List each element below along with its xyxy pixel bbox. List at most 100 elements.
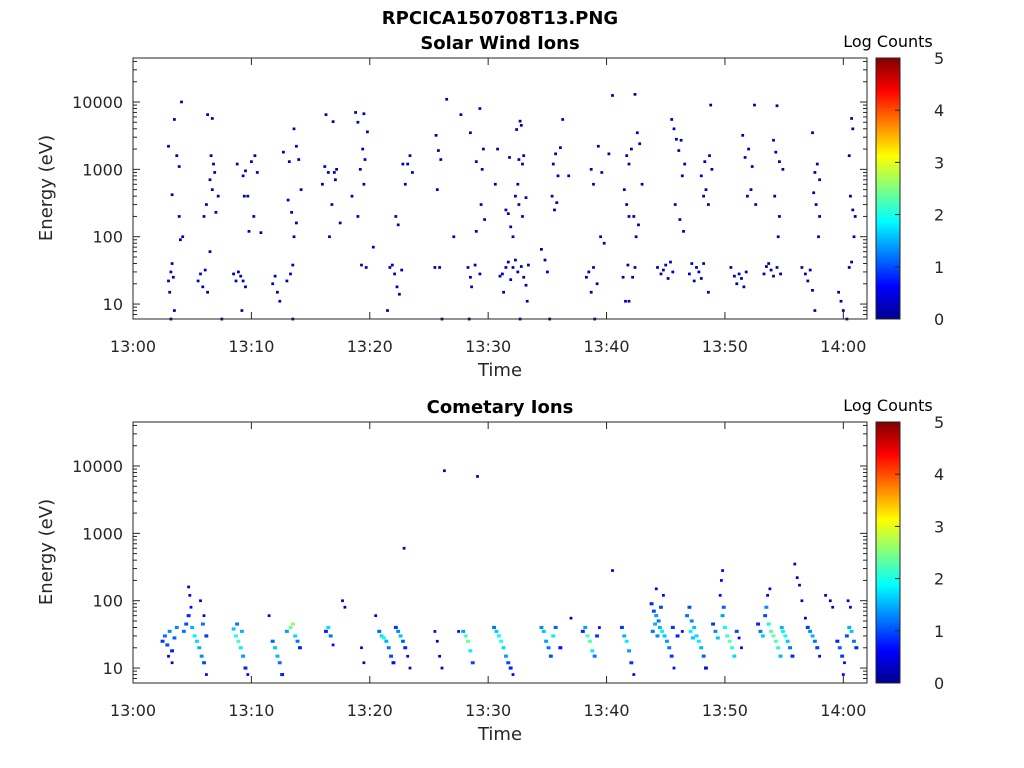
data-cell — [635, 131, 639, 135]
data-cell — [180, 100, 183, 104]
data-cell — [459, 113, 463, 116]
data-cell — [235, 622, 240, 626]
data-cell — [653, 622, 657, 626]
data-cell — [550, 194, 554, 198]
x-tick-label: 13:40 — [583, 337, 629, 356]
data-cell — [433, 266, 437, 269]
data-cell — [847, 625, 852, 629]
data-cell — [515, 128, 518, 131]
data-cell — [331, 120, 335, 123]
data-cell — [667, 646, 672, 650]
data-cell — [334, 178, 337, 182]
data-cell — [818, 654, 821, 658]
data-cell — [692, 625, 697, 629]
data-cell — [292, 235, 296, 239]
data-cell — [202, 215, 206, 218]
data-cell — [771, 634, 776, 638]
data-cell — [589, 290, 593, 294]
data-cell — [196, 279, 200, 283]
data-cell — [181, 629, 186, 633]
data-cell — [629, 661, 634, 665]
data-cell — [815, 646, 820, 650]
data-cell — [654, 614, 659, 618]
data-cell — [688, 272, 691, 276]
data-cell — [746, 194, 749, 198]
data-cell — [640, 182, 644, 186]
data-cell — [324, 113, 328, 116]
data-cell — [474, 160, 478, 163]
data-cell — [710, 168, 714, 171]
data-cell — [406, 654, 410, 658]
colorbar-ticks-cometary: 0 1 2 3 4 5 — [895, 413, 944, 693]
data-cell — [680, 174, 684, 178]
figure-title: RPCICA150708T13.PNG — [382, 8, 618, 29]
data-cell — [247, 230, 251, 233]
data-cell — [293, 634, 298, 638]
x-tick-label: 13:30 — [465, 337, 511, 356]
data-cell — [812, 191, 816, 195]
data-cell — [772, 138, 775, 142]
data-cell — [543, 258, 547, 262]
data-cell — [660, 629, 665, 633]
data-cell — [701, 654, 706, 658]
data-cell — [611, 569, 614, 572]
data-cell — [508, 666, 513, 670]
data-cell — [466, 639, 470, 643]
data-cell — [516, 270, 520, 274]
data-cell — [509, 225, 513, 229]
data-cell — [849, 629, 854, 633]
data-cell — [673, 203, 677, 206]
data-cell — [620, 625, 624, 629]
data-cell — [509, 278, 513, 281]
data-cell — [559, 146, 562, 149]
data-cell — [522, 154, 526, 157]
colorbar-tick-label: 2 — [934, 206, 944, 225]
data-cell — [778, 160, 781, 163]
data-cell — [790, 654, 795, 658]
data-cell — [324, 629, 328, 633]
data-cell — [841, 309, 845, 312]
data-cell — [756, 622, 760, 626]
ylabel-solar-wind: Energy (eV) — [36, 135, 57, 241]
data-cell — [541, 629, 546, 633]
colorbar-tick-label: 2 — [934, 570, 944, 589]
data-cell — [808, 268, 812, 272]
data-cell — [654, 587, 658, 591]
data-cell — [649, 602, 654, 606]
data-cell — [632, 673, 636, 676]
x-tick-label: 13:40 — [583, 701, 629, 720]
data-cell — [398, 634, 403, 638]
data-cell — [241, 279, 245, 283]
data-cell — [656, 266, 659, 269]
data-cell — [813, 309, 817, 312]
data-cell — [524, 283, 528, 287]
data-cell — [174, 625, 179, 629]
data-cell — [813, 171, 817, 174]
data-cell — [831, 605, 835, 609]
data-cell — [599, 235, 602, 239]
data-cell — [753, 103, 756, 107]
data-cell — [583, 625, 588, 629]
data-cell — [580, 629, 585, 633]
xlabel-cometary: Time — [477, 724, 522, 745]
data-cell — [514, 258, 517, 262]
data-cell — [778, 215, 781, 218]
x-tick-label: 13:50 — [702, 337, 748, 356]
data-cell — [354, 111, 357, 114]
data-cell — [781, 168, 785, 171]
ylabel-cometary: Energy (eV) — [36, 499, 57, 605]
data-cell — [231, 627, 236, 631]
data-cell — [818, 215, 821, 218]
data-cell — [847, 154, 851, 157]
data-cell — [187, 585, 190, 589]
data-cell — [232, 272, 235, 276]
data-cell — [167, 654, 170, 658]
data-cell — [540, 248, 543, 251]
data-cell — [499, 639, 504, 643]
data-cell — [611, 94, 614, 97]
data-cell — [682, 230, 685, 233]
data-cell — [439, 158, 443, 161]
data-cell — [839, 299, 843, 303]
data-cell — [769, 268, 773, 272]
data-cell — [285, 279, 289, 283]
